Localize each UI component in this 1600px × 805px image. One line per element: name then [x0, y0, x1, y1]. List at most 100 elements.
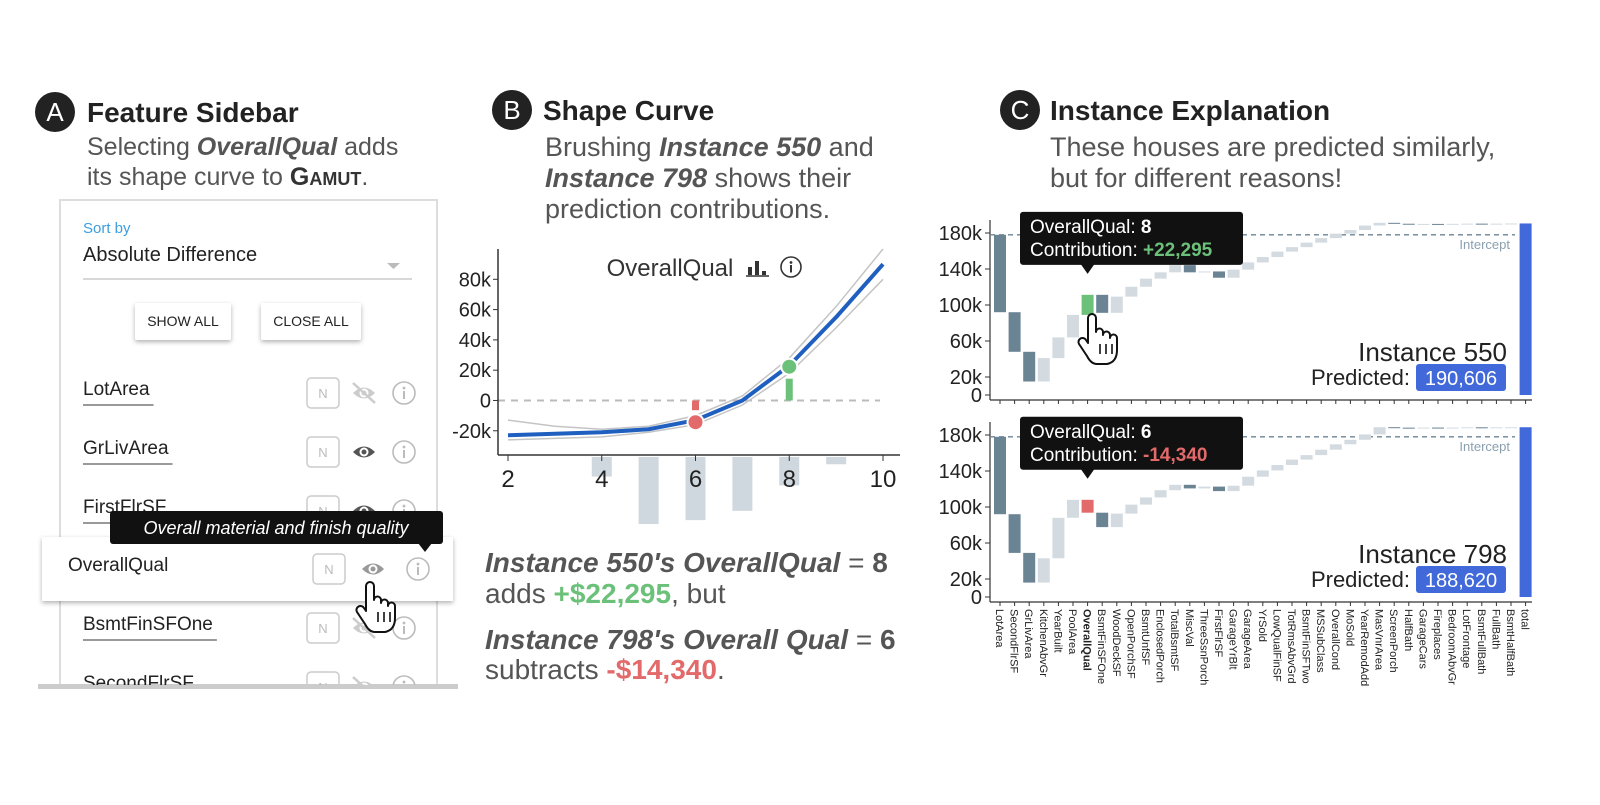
contribution-bar [1023, 552, 1036, 583]
histogram-bar [591, 457, 612, 477]
feature-name[interactable]: LotArea [83, 379, 150, 400]
caption-segment: adds [337, 133, 398, 161]
x-tick-label: 6 [689, 466, 702, 493]
summary: adds +$22,295, but [485, 578, 726, 609]
hand-cursor [1077, 313, 1118, 365]
tooltip [1020, 416, 1243, 470]
contribution-bar [1359, 225, 1371, 231]
contribution-bar [1067, 499, 1079, 518]
panel-letter: A [46, 97, 64, 127]
feature-name[interactable]: SecondFlrSF [83, 673, 194, 694]
info-icon-dot [402, 621, 406, 625]
tooltip-segment: 6 [1141, 422, 1152, 443]
contribution-bar [1286, 247, 1298, 252]
tooltip-pointer [1080, 263, 1095, 274]
info-icon [392, 675, 416, 685]
contribution-bar [1432, 427, 1444, 429]
normalize-badge[interactable] [306, 377, 340, 409]
contribution-bar [1140, 278, 1152, 287]
y-tick-label: 140k [939, 259, 983, 281]
contribution-bar [1344, 230, 1357, 234]
panel-title: Instance Explanation [1050, 95, 1330, 126]
category-label: SecondFlrSF [1008, 609, 1020, 673]
sidebar-content: Sort by Absolute Difference SHOW ALL CLOSE … [83, 220, 416, 702]
normalize-badge[interactable] [306, 671, 340, 702]
contribution-bar [1315, 238, 1328, 243]
normalize-badge[interactable] [306, 436, 340, 468]
category-label: TotalBsmtSF [1168, 609, 1180, 672]
predicted-badge [1416, 566, 1506, 593]
caption-segment: Instance 550 [659, 132, 821, 162]
contribution-bar [1329, 233, 1342, 239]
contribution-bar [1096, 294, 1109, 313]
y-tick-label: 0 [971, 385, 982, 407]
normalize-badge[interactable] [312, 553, 346, 585]
contribution-bar [1081, 499, 1094, 513]
y-tick-label: 60k [459, 300, 492, 322]
category-label: ScreenPorch [1387, 609, 1399, 673]
caption: Instance 798 shows their [545, 163, 851, 193]
summary-segment: adds [485, 578, 554, 609]
tooltip [1020, 211, 1243, 265]
contribution-bar [1490, 223, 1503, 225]
panel-badge [1000, 90, 1040, 130]
contribution-bar [1256, 257, 1269, 263]
histogram-bar [779, 457, 800, 486]
feature-name[interactable]: GrLivArea [83, 438, 169, 459]
tooltip-line: Contribution: -14,340 [1030, 445, 1207, 466]
contribution-bar [1446, 223, 1459, 225]
category-label: FirstFlrSF [1212, 609, 1224, 658]
sort-dropdown [387, 263, 400, 269]
button-label[interactable]: SHOW ALL [147, 313, 219, 329]
panel-title: Feature Sidebar [87, 97, 299, 128]
contribution-bar [1417, 223, 1430, 225]
contribution-bar [1373, 222, 1386, 226]
category-label: MasVnrArea [1373, 609, 1385, 671]
category-label: BsmtUnfSF [1139, 609, 1151, 666]
feature-card[interactable] [42, 537, 453, 601]
category-label: ThreeSsnPorch [1197, 609, 1209, 685]
category-label: YearBuilt [1051, 609, 1063, 653]
caption-segment: but for different reasons! [1050, 163, 1342, 193]
tooltip-segment: +22,295 [1143, 240, 1213, 261]
histogram-bar [826, 457, 847, 465]
feature-card-content: OverallQual N [68, 553, 430, 585]
caption: These houses are predicted similarly, [1050, 132, 1495, 162]
feature-name[interactable]: OverallQual [68, 555, 168, 576]
tooltip-segment: OverallQual: [1030, 422, 1141, 443]
eye-icon-slash [352, 382, 376, 404]
total-bar [1519, 223, 1532, 395]
normalize-badge-label[interactable]: N [318, 621, 327, 636]
summary-segment: subtracts [485, 654, 606, 685]
y-tick-label: 180k [939, 425, 983, 447]
caption: Selecting OverallQual adds [87, 133, 398, 161]
summary-segment: 8 [872, 547, 888, 578]
instance-name: Instance 798 [1358, 539, 1507, 569]
normalize-badge-label[interactable]: N [318, 386, 327, 401]
caption-segment: OverallQual [197, 133, 338, 161]
panel-letter: B [503, 95, 520, 125]
hand-cursor-shape [1077, 313, 1118, 365]
button[interactable] [261, 303, 361, 340]
y-tick-label: 20k [950, 569, 983, 591]
contribution-bar [1081, 294, 1094, 315]
contribution-bar [1359, 434, 1371, 440]
button-label[interactable]: CLOSE ALL [273, 313, 349, 329]
caption-segment: and [821, 132, 874, 162]
feature-name[interactable]: BsmtFinSFOne [83, 614, 213, 635]
contribution-bar [1402, 427, 1415, 429]
category-label: BsmtFinSFTwo [1300, 609, 1312, 684]
contribution-bar [1023, 351, 1036, 382]
histogram-bar [638, 457, 659, 524]
normalize-badge-label[interactable]: N [318, 445, 327, 460]
normalize-badge-label[interactable]: N [324, 562, 333, 577]
category-label: KitchenAbvGr [1037, 609, 1049, 677]
contribution-bar [1505, 427, 1517, 429]
button[interactable] [135, 303, 231, 340]
normalize-badge-label[interactable]: N [318, 680, 327, 695]
contribution-bar [1402, 223, 1415, 225]
normalize-badge[interactable] [306, 612, 340, 644]
category-label: TotRmsAbvGrd [1285, 609, 1297, 684]
y-tick-label: 60k [950, 331, 983, 353]
contribution-bar [1242, 476, 1255, 486]
